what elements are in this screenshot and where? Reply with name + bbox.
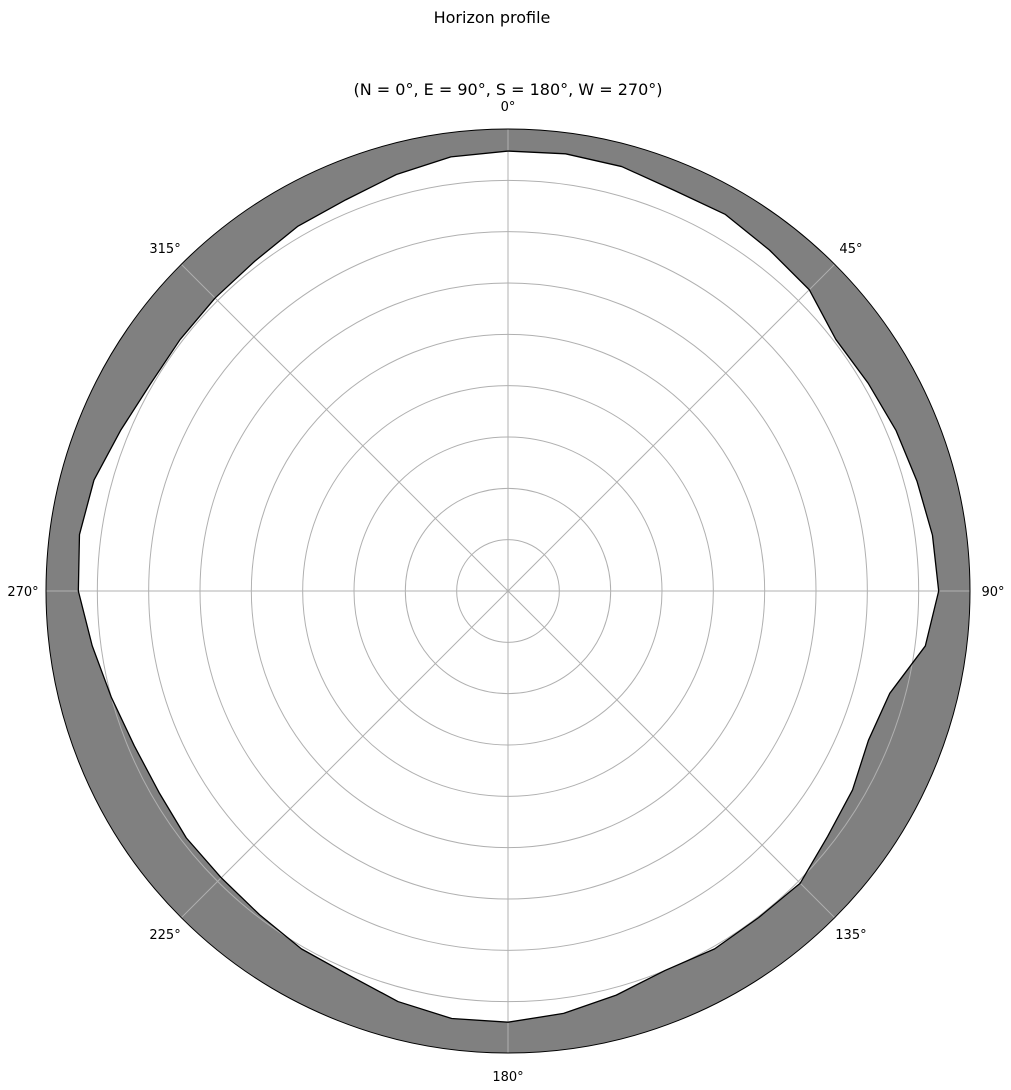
- angle-tick-label-180: 180°: [492, 1070, 523, 1085]
- figure-title: Horizon profile: [434, 8, 551, 27]
- angular-gridline-135: [507, 590, 836, 919]
- horizon-profile-line: [77, 150, 940, 1023]
- angle-tick-label-315: 315°: [149, 242, 180, 257]
- angle-tick-label-135: 135°: [835, 928, 866, 943]
- angle-tick-label-270: 270°: [7, 585, 38, 600]
- angular-gridline-315: [180, 263, 509, 592]
- axes-title: (N = 0°, E = 90°, S = 180°, W = 270°): [354, 80, 663, 99]
- angle-tick-label-0: 0°: [501, 100, 516, 115]
- angle-tick-label-45: 45°: [839, 242, 862, 257]
- angular-gridline-45: [507, 263, 836, 592]
- angle-tick-label-225: 225°: [149, 928, 180, 943]
- angle-tick-label-90: 90°: [981, 585, 1004, 600]
- polar-plot-area: 0° 45° 90° 135° 180° 225° 270° 315°: [7, 100, 1004, 1085]
- angular-gridline-225: [180, 590, 509, 919]
- polar-frame: [45, 128, 971, 1054]
